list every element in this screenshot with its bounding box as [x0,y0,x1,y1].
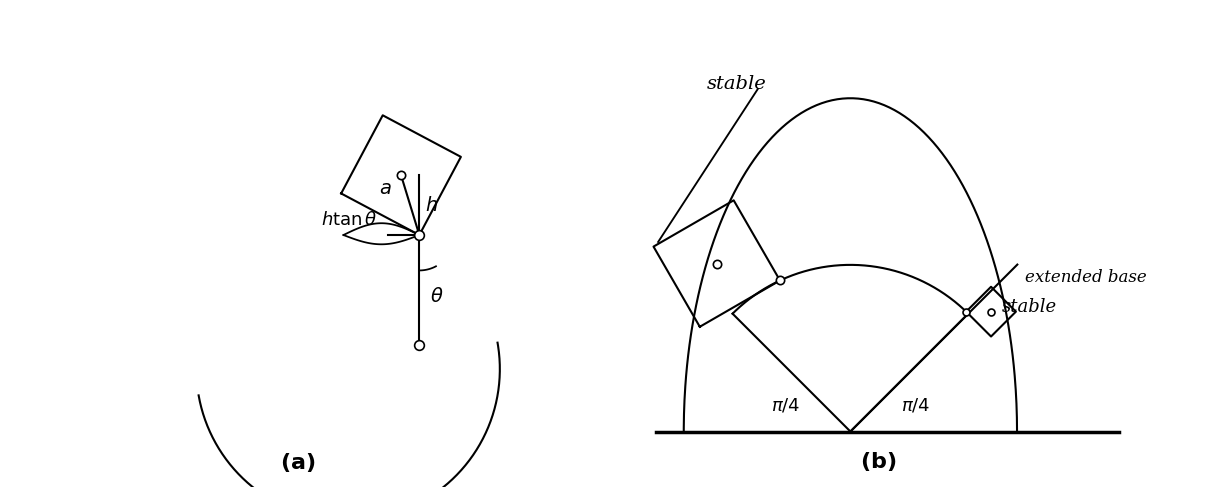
Text: $\theta$: $\theta$ [430,287,444,306]
Text: $\pi/4$: $\pi/4$ [771,397,800,414]
Text: extended base: extended base [1025,269,1146,286]
Text: $\bf{(b)}$: $\bf{(b)}$ [860,450,897,473]
Text: $a$: $a$ [379,180,391,198]
Text: stable: stable [706,75,766,93]
Text: $\pi/4$: $\pi/4$ [901,397,930,414]
Text: stable: stable [1002,298,1057,316]
Text: $\bf{(a)}$: $\bf{(a)}$ [280,451,315,475]
Text: $h$: $h$ [425,196,439,215]
Text: $h\tan\theta$: $h\tan\theta$ [321,211,378,229]
